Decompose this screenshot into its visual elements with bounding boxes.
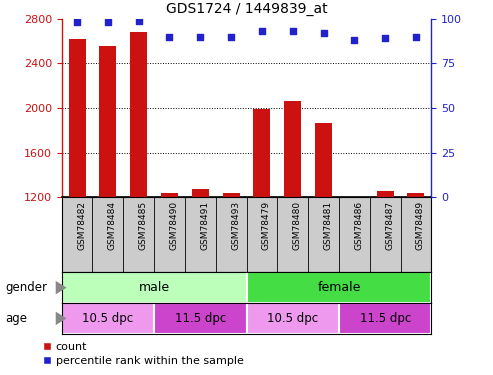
Point [289, 28, 297, 34]
Title: GDS1724 / 1449839_at: GDS1724 / 1449839_at [166, 2, 327, 16]
Bar [315, 123, 332, 197]
Text: GSM78481: GSM78481 [323, 201, 333, 250]
Text: GSM78485: GSM78485 [139, 201, 148, 250]
Point [351, 37, 358, 43]
Point [196, 34, 204, 40]
Text: GSM78484: GSM78484 [108, 201, 117, 250]
Text: GSM78493: GSM78493 [231, 201, 240, 250]
Text: gender: gender [5, 281, 47, 294]
Text: age: age [5, 312, 27, 325]
Text: 11.5 dpc: 11.5 dpc [359, 312, 411, 325]
Point [104, 20, 112, 26]
Bar [284, 101, 301, 197]
Bar [408, 193, 424, 197]
Bar [339, 303, 431, 334]
Text: 10.5 dpc: 10.5 dpc [267, 312, 318, 325]
Bar [69, 39, 85, 197]
Text: GSM78480: GSM78480 [293, 201, 302, 250]
Point [166, 34, 174, 40]
Bar [62, 303, 154, 334]
Bar [346, 197, 363, 198]
Bar [161, 193, 178, 197]
Point [381, 35, 389, 41]
Bar [223, 193, 240, 197]
Text: 10.5 dpc: 10.5 dpc [82, 312, 134, 325]
Point [258, 28, 266, 34]
Point [135, 18, 142, 24]
Legend: count, percentile rank within the sample: count, percentile rank within the sample [42, 342, 244, 366]
Bar [253, 109, 270, 197]
Text: GSM78479: GSM78479 [262, 201, 271, 250]
Point [227, 34, 235, 40]
Text: female: female [317, 281, 360, 294]
Text: 11.5 dpc: 11.5 dpc [175, 312, 226, 325]
Bar [192, 189, 209, 197]
Text: GSM78491: GSM78491 [200, 201, 210, 250]
Bar [246, 303, 339, 334]
Point [412, 34, 420, 40]
Bar [246, 272, 431, 303]
Text: GSM78482: GSM78482 [77, 201, 86, 250]
Point [73, 20, 81, 26]
Point [319, 30, 327, 36]
Text: GSM78486: GSM78486 [354, 201, 363, 250]
Bar [377, 191, 393, 197]
Text: GSM78487: GSM78487 [385, 201, 394, 250]
Bar [100, 45, 116, 197]
Bar [62, 272, 246, 303]
Bar [154, 303, 246, 334]
Text: male: male [139, 281, 170, 294]
Bar [130, 32, 147, 197]
Text: GSM78490: GSM78490 [170, 201, 178, 250]
Text: GSM78489: GSM78489 [416, 201, 425, 250]
